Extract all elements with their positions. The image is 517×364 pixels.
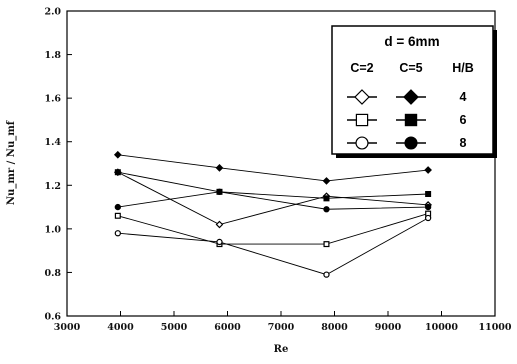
legend-hb-4: 4: [460, 90, 467, 104]
legend-title: d = 6mm: [384, 34, 439, 49]
legend-header-c2: C=2: [350, 61, 373, 75]
data-point-diamond-filled: [113, 150, 122, 159]
y-tick-label: 1.6: [44, 94, 61, 105]
data-point-circle-open: [216, 238, 223, 246]
x-tick-label: 4000: [107, 322, 134, 333]
series-line: [117, 191, 429, 210]
y-tick-label: 1.0: [44, 224, 61, 235]
data-point-circle-filled: [323, 206, 330, 213]
legend-hb-8: 8: [460, 136, 467, 150]
x-tick-label: 5000: [161, 322, 188, 333]
legend-box: [331, 25, 494, 155]
y-tick-label: 0.6: [44, 312, 61, 323]
legend-header-hb: H/B: [452, 61, 474, 75]
x-tick-label: 3000: [54, 322, 81, 333]
series-line: [117, 213, 429, 245]
data-point-circle-open: [114, 230, 121, 237]
legend-marker-diamond-open: [354, 89, 370, 105]
data-point-circle-open: [323, 271, 330, 278]
y-tick-label: 1.4: [44, 137, 61, 148]
data-point-square-open: [323, 241, 330, 248]
data-point-circle-filled: [424, 203, 432, 211]
y-tick-label: 1.8: [44, 50, 61, 61]
series-line: [117, 171, 429, 199]
series-line: [117, 154, 429, 182]
data-point-square-filled: [323, 195, 330, 202]
axis-ticks: 3000 4000 5000 6000 7000 8000 9000 10000 11000 0.…: [44, 7, 511, 334]
data-point-square-open: [114, 212, 121, 219]
data-point-circle-filled: [216, 188, 223, 195]
x-tick-label: 10000: [425, 322, 458, 333]
legend-hb-6: 6: [460, 113, 467, 127]
x-tick-label: 11000: [478, 322, 511, 333]
data-point-circle-open: [424, 214, 432, 222]
legend-header-c5: C=5: [399, 61, 422, 75]
data-point-square-filled: [114, 169, 121, 176]
legend-marker-circle-filled: [404, 136, 418, 150]
x-tick-label: 8000: [321, 322, 348, 333]
y-tick-label: 2.0: [44, 7, 61, 18]
series-line: [117, 171, 429, 225]
legend-marker-diamond-filled: [403, 89, 419, 105]
x-tick-label: 7000: [268, 322, 295, 333]
x-tick-label: 6000: [214, 322, 241, 333]
series-line: [117, 217, 429, 276]
legend: d = 6mm C=2 C=5 H/B 4 6 8: [331, 25, 497, 158]
data-point-diamond-open: [215, 220, 224, 229]
series-group: [113, 150, 432, 278]
x-axis-label: Re: [274, 344, 289, 355]
y-tick-label: 0.8: [44, 268, 61, 279]
data-point-diamond-filled: [322, 177, 331, 185]
data-point-square-filled: [425, 191, 432, 198]
legend-marker-circle-open: [355, 136, 369, 150]
x-tick-label: 9000: [375, 322, 402, 333]
legend-marks: [347, 89, 426, 150]
y-axis-label: Nu_mr / Nu_mf: [6, 120, 17, 205]
data-point-circle-filled: [114, 203, 121, 211]
data-point-diamond-filled: [424, 166, 432, 174]
data-point-diamond-filled: [215, 164, 224, 172]
legend-marker-square-filled: [404, 113, 418, 127]
legend-marker-square-open: [355, 113, 369, 127]
y-tick-label: 1.2: [44, 181, 61, 192]
